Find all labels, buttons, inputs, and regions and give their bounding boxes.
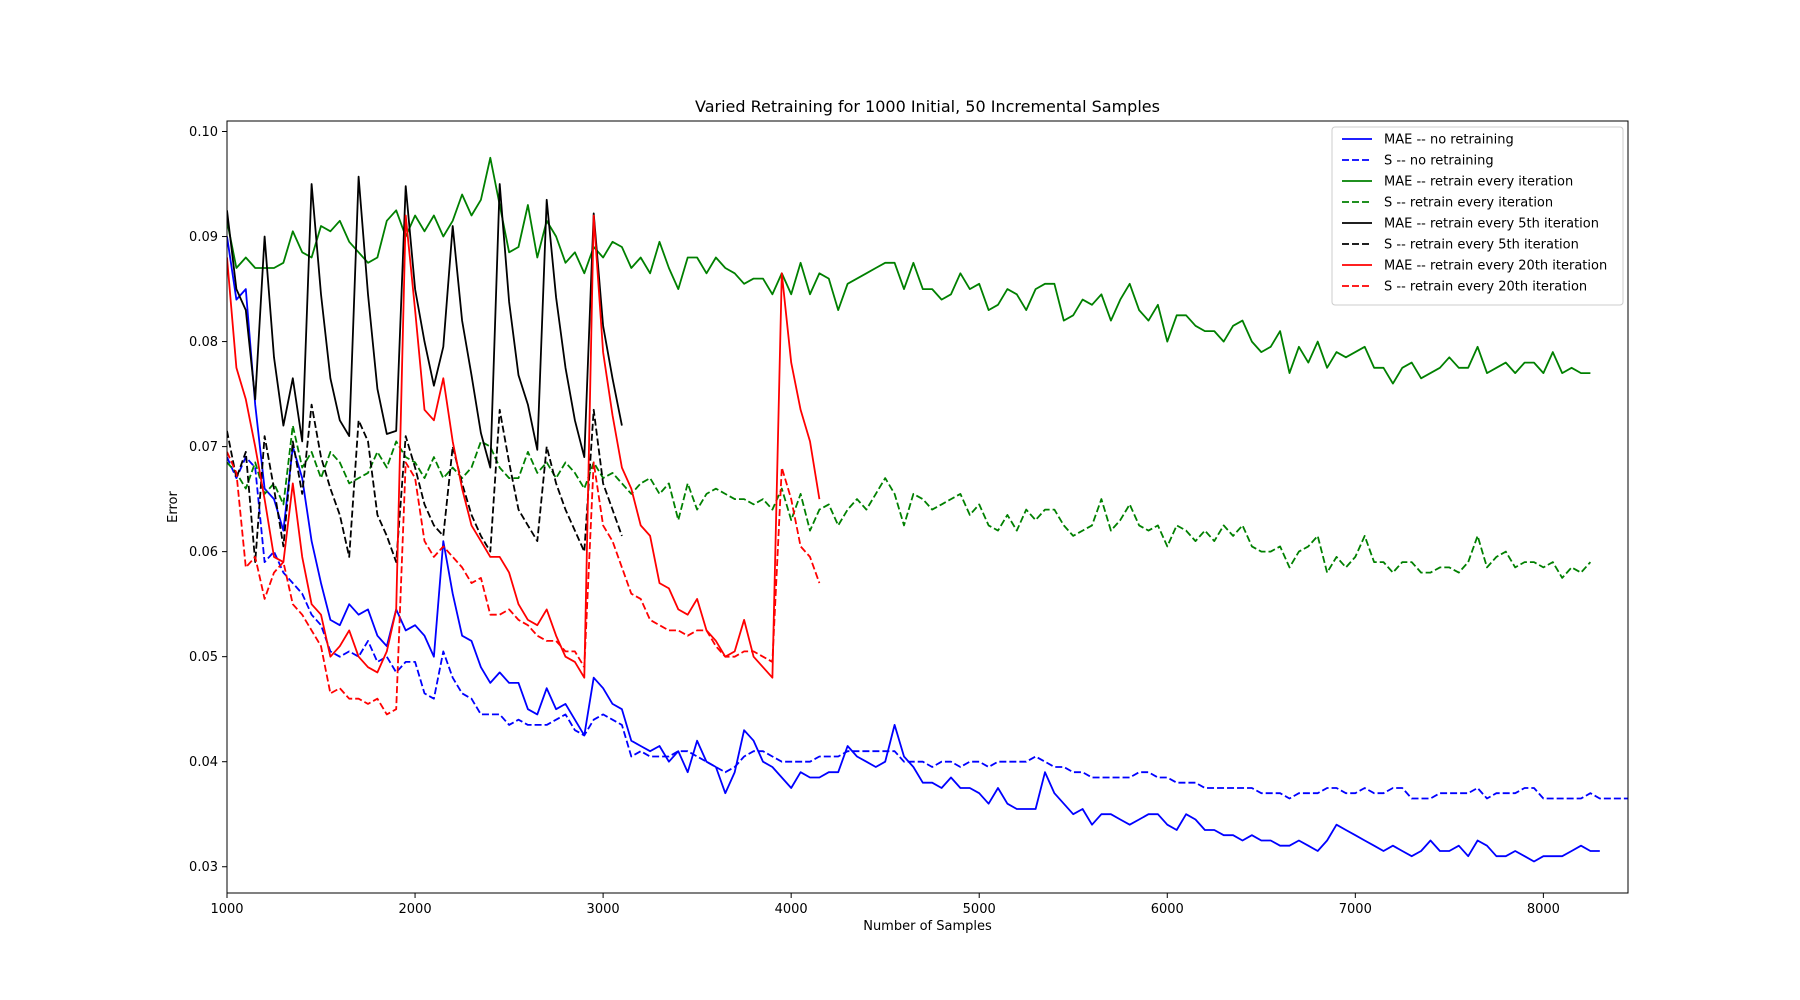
x-tick-label: 3000: [587, 902, 620, 917]
series-line-3: [227, 156, 1591, 385]
legend-label: S -- retrain every 20th iteration: [1384, 280, 1587, 295]
chart-title: Varied Retraining for 1000 Initial, 50 I…: [695, 97, 1160, 116]
legend-label: MAE -- retrain every iteration: [1384, 175, 1573, 190]
x-axis-title: Number of Samples: [863, 919, 992, 934]
y-tick-label: 0.04: [189, 755, 218, 770]
x-tick-label: 8000: [1527, 902, 1560, 917]
legend-label: MAE -- no retraining: [1384, 133, 1514, 148]
plot-area-frame: [226, 120, 1629, 894]
x-tick-label: 2000: [399, 902, 432, 917]
x-tick-label: 6000: [1151, 902, 1184, 917]
x-axis: 1000 2000 3000 4000 5000 6000 7000 8000: [210, 893, 1560, 917]
legend-box: [1331, 126, 1624, 306]
legend-label: S -- retrain every iteration: [1384, 196, 1553, 211]
y-tick-label: 0.08: [189, 335, 218, 350]
series-line-6: [227, 403, 623, 563]
legend: MAE -- no retraining S -- no retraining MA…: [1331, 126, 1624, 306]
y-tick-label: 0.03: [189, 860, 218, 875]
y-axis-title: Error: [166, 491, 181, 523]
y-tick-label: 0.09: [189, 230, 218, 245]
series-line-5: [227, 175, 623, 469]
x-tick-label: 5000: [963, 902, 996, 917]
series-layer: [227, 156, 1628, 863]
x-tick-label: 1000: [210, 902, 243, 917]
x-tick-label: 7000: [1339, 902, 1372, 917]
series-line-2: [227, 456, 1628, 800]
legend-label: S -- retrain every 5th iteration: [1384, 238, 1579, 253]
legend-label: S -- no retraining: [1384, 154, 1494, 169]
y-axis: 0.03 0.04 0.05 0.06 0.07 0.08 0.09 0.10: [189, 125, 227, 875]
y-tick-label: 0.07: [189, 440, 218, 455]
y-tick-label: 0.10: [189, 125, 218, 140]
series-line-7: [227, 214, 821, 679]
series-line-8: [227, 451, 821, 716]
y-tick-label: 0.06: [189, 545, 218, 560]
x-tick-label: 4000: [775, 902, 808, 917]
y-tick-label: 0.05: [189, 650, 218, 665]
series-line-4: [227, 424, 1592, 579]
legend-label: MAE -- retrain every 20th iteration: [1384, 259, 1607, 274]
series-line-1: [227, 236, 1600, 863]
legend-label: MAE -- retrain every 5th iteration: [1384, 217, 1599, 232]
